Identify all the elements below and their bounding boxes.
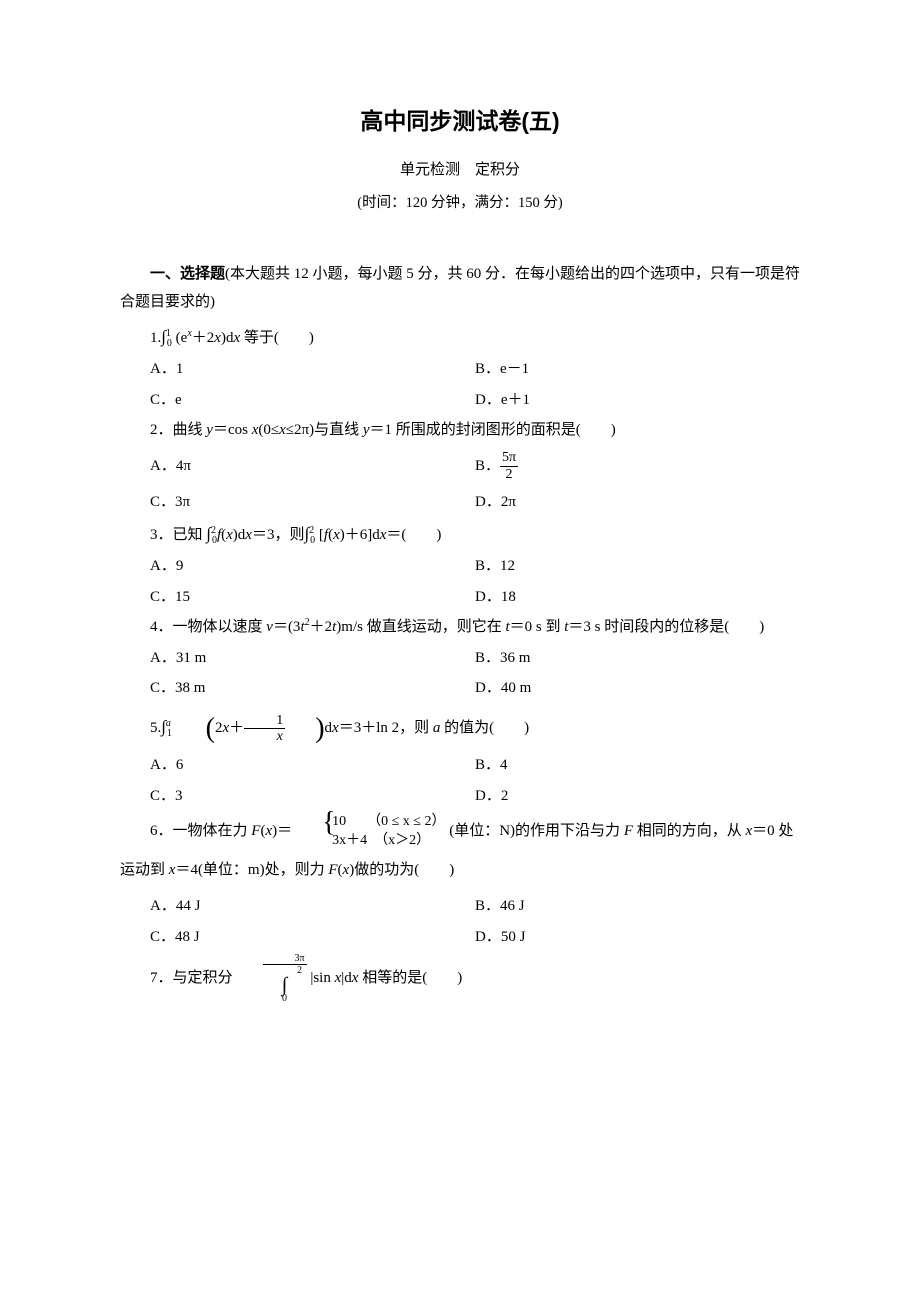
q4-opt-a: A．31 m bbox=[150, 644, 475, 673]
q5-options-row2: C．3 D．2 bbox=[120, 782, 800, 811]
q3-opt-a: A．9 bbox=[150, 552, 475, 581]
q1-opt-c: C．e bbox=[150, 386, 475, 415]
page-subtitle: 单元检测 定积分 bbox=[120, 156, 800, 185]
section-label-bold: 一、选择题 bbox=[150, 266, 225, 282]
section-1-header: 一、选择题(本大题共 12 小题，每小题 5 分，共 60 分．在每小题给出的四… bbox=[120, 260, 800, 317]
q6-options-row1: A．44 J B．46 J bbox=[120, 892, 800, 921]
q5-opt-b: B．4 bbox=[475, 751, 800, 780]
q4-opt-b: B．36 m bbox=[475, 644, 800, 673]
q2-options-row2: C．3π D．2π bbox=[120, 488, 800, 517]
time-info: (时间：120 分钟，满分：150 分) bbox=[120, 190, 800, 218]
q4-options-row1: A．31 m B．36 m bbox=[120, 644, 800, 673]
q1-options-row2: C．e D．e＋1 bbox=[120, 386, 800, 415]
q6-opt-d: D．50 J bbox=[475, 923, 800, 952]
q1-options-row1: A．1 B．e－1 bbox=[120, 355, 800, 384]
q6-opt-b: B．46 J bbox=[475, 892, 800, 921]
q3-options-row1: A．9 B．12 bbox=[120, 552, 800, 581]
q6-opt-c: C．48 J bbox=[150, 923, 475, 952]
q2-stem: 2．曲线 y＝cos x(0≤x≤2π)与直线 y＝1 所围成的封闭图形的面积是… bbox=[120, 416, 800, 445]
q4-stem: 4．一物体以速度 v＝(3t2＋2t)m/s 做直线运动，则它在 t＝0 s 到… bbox=[120, 613, 800, 642]
q6-opt-a: A．44 J bbox=[150, 892, 475, 921]
q5-opt-c: C．3 bbox=[150, 782, 475, 811]
page-title: 高中同步测试卷(五) bbox=[120, 100, 800, 144]
q5-opt-d: D．2 bbox=[475, 782, 800, 811]
q5-opt-a: A．6 bbox=[150, 751, 475, 780]
q4-opt-d: D．40 m bbox=[475, 674, 800, 703]
q5-options-row1: A．6 B．4 bbox=[120, 751, 800, 780]
q2-opt-d: D．2π bbox=[475, 488, 800, 517]
q3-opt-d: D．18 bbox=[475, 583, 800, 612]
q1-opt-a: A．1 bbox=[150, 355, 475, 384]
q4-opt-c: C．38 m bbox=[150, 674, 475, 703]
q5-stem: 5.∫a1 (2x＋1x)dx＝3＋ln 2，则 a 的值为( ) bbox=[120, 705, 800, 749]
q2-opt-a: A．4π bbox=[150, 447, 475, 486]
q3-options-row2: C．15 D．18 bbox=[120, 583, 800, 612]
q2-options-row1: A．4π B．5π2 bbox=[120, 447, 800, 486]
q6-stem: 6．一物体在力 F(x)＝10 （0 ≤ x ≤ 2）3x＋4 （x＞2） (单… bbox=[120, 812, 800, 890]
q3-stem: 3．已知 ∫20f(x)dx＝3，则∫20 [f(x)＋6]dx＝( ) bbox=[120, 518, 800, 550]
q6-options-row2: C．48 J D．50 J bbox=[120, 923, 800, 952]
q2-opt-b: B．5π2 bbox=[475, 447, 800, 486]
q1-opt-d: D．e＋1 bbox=[475, 386, 800, 415]
q3-opt-c: C．15 bbox=[150, 583, 475, 612]
q7-stem: 7．与定积分3π2∫0 |sin x|dx 相等的是( ) bbox=[120, 953, 800, 1004]
q2-opt-c: C．3π bbox=[150, 488, 475, 517]
q4-options-row2: C．38 m D．40 m bbox=[120, 674, 800, 703]
q1-opt-b: B．e－1 bbox=[475, 355, 800, 384]
q3-opt-b: B．12 bbox=[475, 552, 800, 581]
q1-stem: 1.∫10 (ex＋2x)dx 等于( ) bbox=[120, 321, 800, 353]
